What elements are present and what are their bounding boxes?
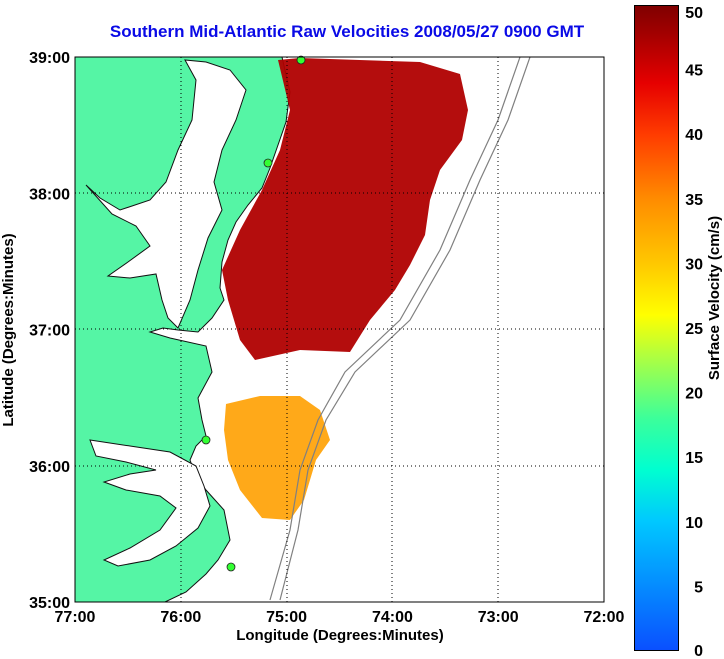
radar-site-marker bbox=[263, 158, 273, 168]
x-axis-label: Longitude (Degrees:Minutes) bbox=[236, 627, 444, 644]
velocity-field-north bbox=[222, 58, 468, 360]
land-mass bbox=[75, 57, 291, 602]
x-tick-label: 76:00 bbox=[160, 609, 201, 626]
x-tick-label: 75:00 bbox=[266, 609, 307, 626]
y-tick-label: 36:00 bbox=[29, 459, 70, 476]
y-tick-label: 35:00 bbox=[29, 595, 70, 612]
radar-site-marker bbox=[296, 55, 306, 65]
y-axis-label: Latitude (Degrees:Minutes) bbox=[0, 233, 17, 426]
bathymetry-contour bbox=[269, 57, 521, 601]
bathymetry-contour-2 bbox=[279, 57, 531, 601]
x-tick-label: 77:00 bbox=[55, 609, 96, 626]
radar-site-marker bbox=[201, 435, 211, 445]
chart-title: Southern Mid-Atlantic Raw Velocities 200… bbox=[109, 22, 585, 41]
radar-sites bbox=[201, 55, 306, 572]
x-tick-label: 74:00 bbox=[372, 609, 413, 626]
plot-frame bbox=[74, 56, 605, 603]
y-tick-label: 37:00 bbox=[29, 323, 70, 340]
velocity-field-south bbox=[224, 396, 330, 520]
y-tick-label: 38:00 bbox=[29, 186, 70, 203]
x-tick-label: 72:00 bbox=[584, 609, 625, 626]
x-tick-label: 73:00 bbox=[478, 609, 519, 626]
colorbar bbox=[634, 5, 679, 651]
pamlico-sound bbox=[89, 439, 211, 567]
chesapeake-bay bbox=[85, 59, 247, 329]
radar-site-marker bbox=[226, 562, 236, 572]
y-tick-label: 39:00 bbox=[29, 50, 70, 67]
gridlines bbox=[75, 57, 604, 602]
